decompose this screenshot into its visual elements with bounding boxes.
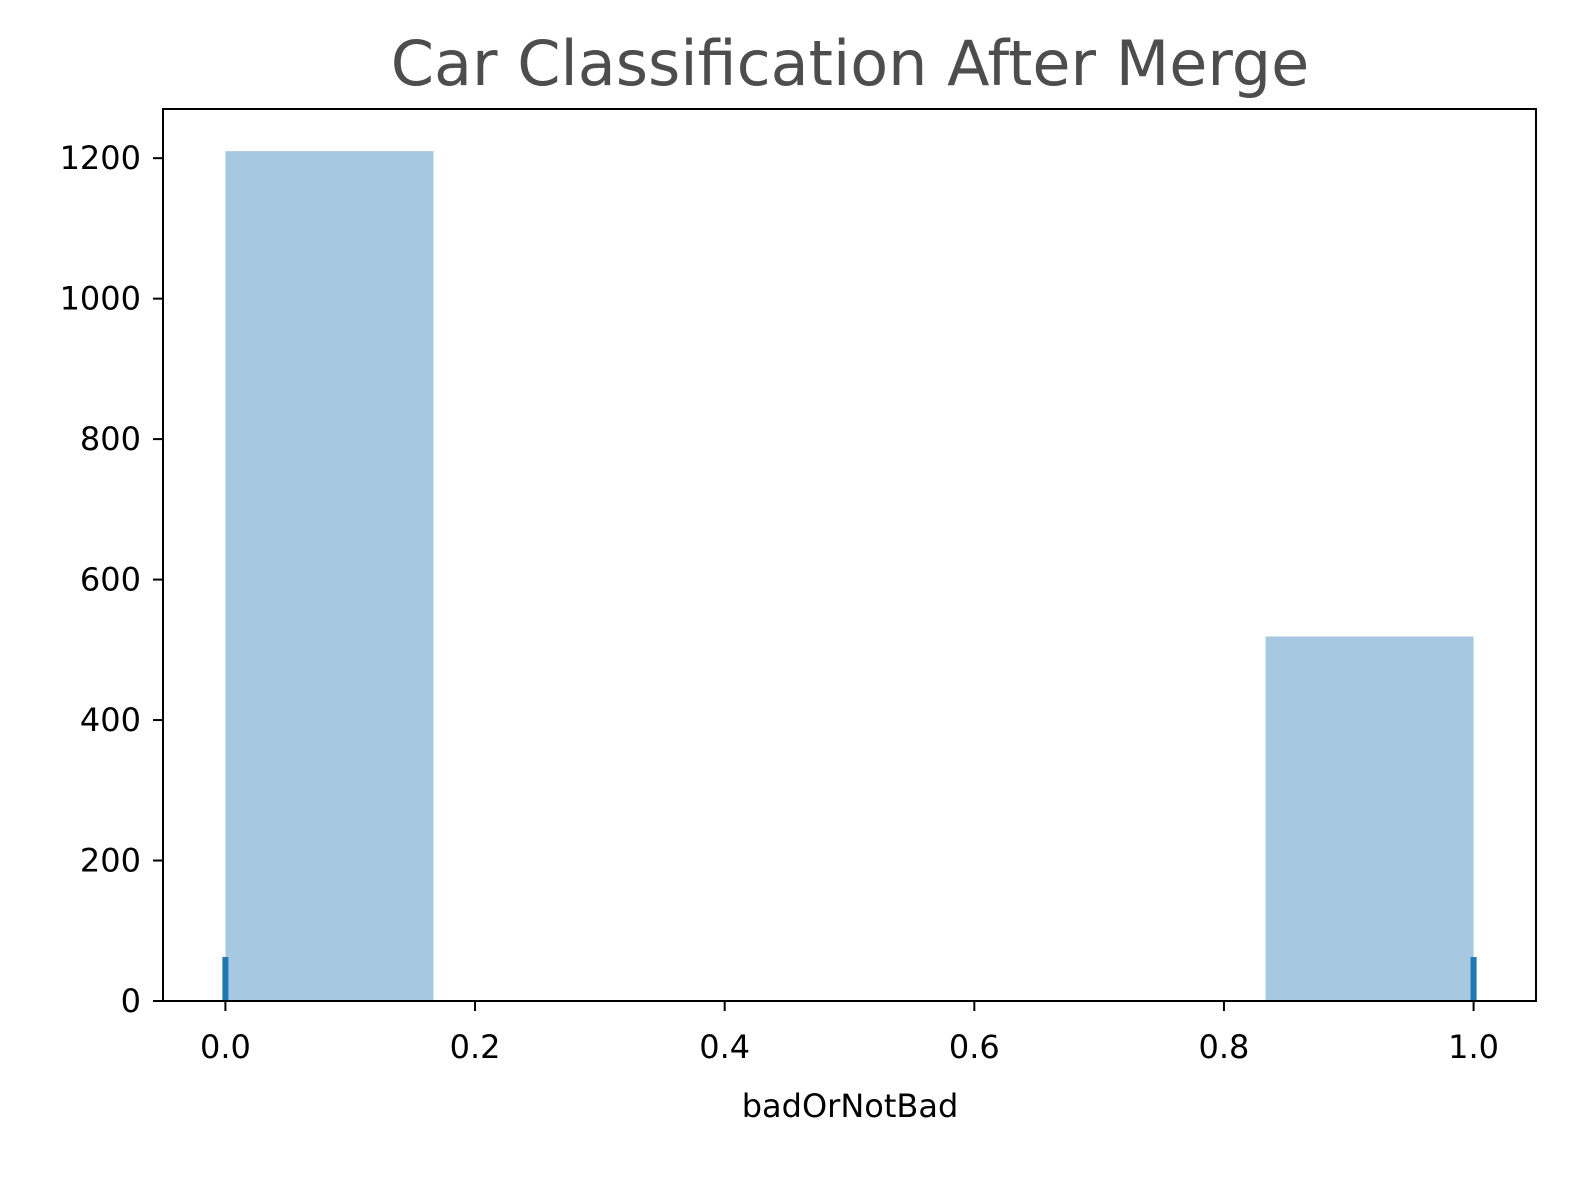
histogram-bar-0 <box>225 151 434 1002</box>
x-tick-label: 0.2 <box>450 1028 501 1066</box>
x-tick-label: 0.6 <box>949 1028 1000 1066</box>
y-tick-label: 0 <box>121 982 141 1020</box>
x-tick-label: 1.0 <box>1448 1028 1499 1066</box>
y-tick-label: 200 <box>80 842 141 880</box>
y-tick-label: 600 <box>80 561 141 599</box>
y-tick-label: 800 <box>80 420 141 458</box>
x-tick-label: 0.8 <box>1199 1028 1250 1066</box>
plot-frame <box>162 108 1537 1002</box>
y-tick-label: 1200 <box>60 139 141 177</box>
x-tick-label: 0.4 <box>699 1028 750 1066</box>
bars-group <box>225 151 1474 1002</box>
x-tick-label: 0.0 <box>200 1028 251 1066</box>
rug-group <box>222 957 1477 1001</box>
histogram-bar-1 <box>1265 636 1474 1001</box>
chart-title: Car Classification After Merge <box>391 27 1310 100</box>
x-axis-ticks: 0.0 0.2 0.4 0.6 0.8 1.0 <box>200 1001 1499 1066</box>
y-tick-label: 400 <box>80 701 141 739</box>
x-axis-label: badOrNotBad <box>742 1087 959 1125</box>
y-tick-label: 1000 <box>60 280 141 318</box>
y-axis-ticks: 0 200 400 600 800 1000 1200 <box>60 139 163 1020</box>
